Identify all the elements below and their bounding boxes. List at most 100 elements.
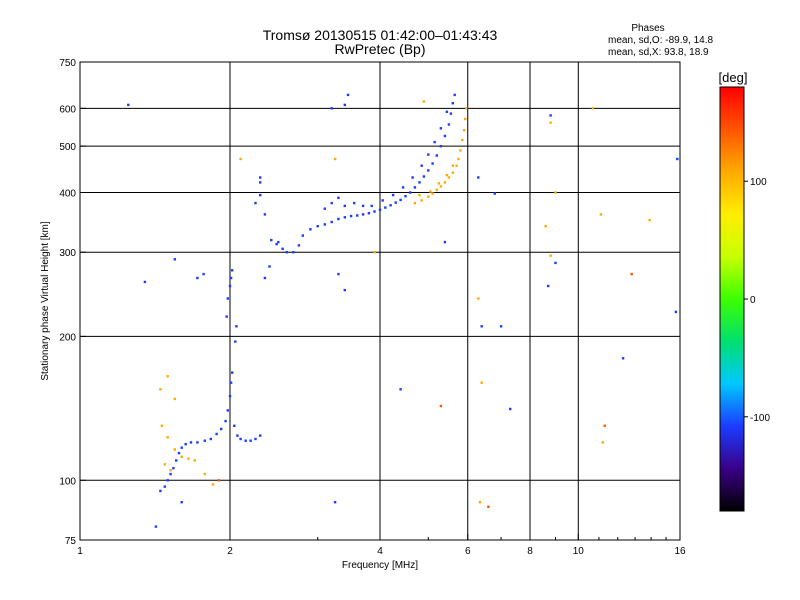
data-point <box>477 297 480 300</box>
data-point <box>254 201 257 205</box>
data-point <box>163 485 166 488</box>
data-point <box>239 157 242 161</box>
data-point <box>384 206 387 209</box>
y-axis: 75 100 200 300 400 500 600 750 <box>59 58 86 547</box>
data-point <box>443 240 447 244</box>
data-point <box>337 272 340 276</box>
data-point <box>231 371 234 374</box>
data-point <box>549 254 552 257</box>
data-point <box>343 288 346 292</box>
data-point <box>391 193 395 197</box>
x-tick-label: 16 <box>674 546 686 557</box>
data-point <box>367 212 371 215</box>
y-tick-label: 500 <box>59 142 76 153</box>
data-point <box>447 176 451 179</box>
data-point <box>189 441 193 444</box>
data-point <box>275 242 278 246</box>
data-point <box>254 437 257 441</box>
data-point <box>343 103 346 107</box>
data-point <box>353 201 356 205</box>
phase-info-x-mode: mean, sd,X: 93.8, 18.9 <box>608 47 709 58</box>
data-point <box>409 191 412 194</box>
data-point <box>477 176 480 179</box>
data-point <box>462 129 466 132</box>
data-point <box>127 103 130 107</box>
colorbar-tick-label: 100 <box>750 177 767 188</box>
data-point <box>270 238 273 242</box>
y-tick-label: 600 <box>59 104 76 115</box>
data-point <box>343 216 346 219</box>
colorbar <box>719 86 745 512</box>
data-point <box>451 102 454 105</box>
data-point <box>674 310 678 314</box>
y-tick-label: 200 <box>59 332 76 343</box>
data-point <box>323 207 326 210</box>
data-point <box>549 121 552 124</box>
data-point <box>554 191 557 194</box>
data-point <box>316 225 319 228</box>
data-point <box>445 110 449 113</box>
data-point <box>236 434 239 437</box>
data-point <box>337 217 340 221</box>
data-point <box>411 176 414 179</box>
data-point <box>601 441 604 444</box>
data-point <box>478 501 482 504</box>
data-point <box>648 219 651 222</box>
data-point <box>226 409 229 412</box>
data-point <box>228 394 232 398</box>
colorbar-unit-label: [deg] <box>719 70 748 85</box>
data-point <box>630 272 633 276</box>
data-point <box>422 100 426 103</box>
data-point <box>676 157 679 161</box>
data-point <box>249 439 252 442</box>
data-point <box>224 419 227 423</box>
data-point <box>234 340 237 343</box>
data-point <box>229 276 233 280</box>
data-point <box>420 164 423 167</box>
x-tick-label: 6 <box>465 546 471 557</box>
data-point <box>226 297 229 300</box>
data-point <box>330 220 333 224</box>
data-point <box>166 436 169 439</box>
data-point <box>461 138 464 142</box>
data-point <box>177 451 181 455</box>
data-point <box>361 213 365 216</box>
data-point <box>166 375 169 378</box>
data-point <box>465 107 468 110</box>
data-point <box>349 214 353 218</box>
data-point <box>435 188 438 192</box>
data-point <box>547 284 550 288</box>
data-point <box>399 388 402 391</box>
data-point <box>337 196 340 199</box>
x-tick-label: 1 <box>77 546 83 557</box>
colorbar-tick-label: -100 <box>750 413 770 424</box>
chart-title: Tromsø 20130515 01:42:00–01:43:43 <box>263 27 498 43</box>
data-point <box>499 325 503 328</box>
phase-info-o-mode: mean, sd,O: -89.9, 14.8 <box>608 35 713 46</box>
data-point <box>160 424 164 427</box>
data-point <box>361 204 365 208</box>
data-point <box>203 439 206 442</box>
data-point <box>297 244 301 247</box>
data-point <box>420 199 423 202</box>
data-point <box>457 157 460 161</box>
data-point <box>418 193 421 197</box>
data-point <box>381 199 384 202</box>
data-point <box>180 455 183 458</box>
data-point <box>621 357 625 360</box>
x-axis-label: Frequency [MHz] <box>342 560 418 571</box>
data-point <box>431 162 434 165</box>
data-point <box>193 459 196 462</box>
data-point <box>464 117 467 121</box>
data-point <box>431 192 434 195</box>
data-point <box>159 388 162 391</box>
colorbar-tick-label: 0 <box>750 295 756 306</box>
y-tick-label: 750 <box>59 58 76 69</box>
data-point <box>429 190 432 193</box>
data-point <box>173 258 176 261</box>
data-point <box>202 272 205 276</box>
data-point <box>373 251 376 254</box>
data-point <box>418 181 421 184</box>
data-point <box>215 432 218 436</box>
y-tick-label: 300 <box>59 248 76 259</box>
